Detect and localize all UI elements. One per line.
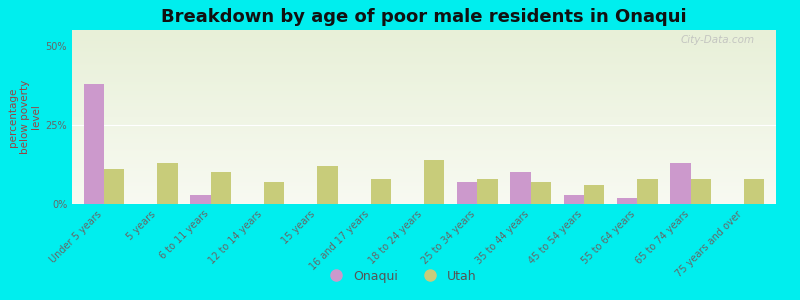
Bar [104, 169, 124, 204]
Bar [210, 172, 231, 204]
Bar [424, 160, 444, 204]
Title: Breakdown by age of poor male residents in Onaqui: Breakdown by age of poor male residents … [161, 8, 687, 26]
Bar [84, 84, 104, 204]
Bar [617, 198, 638, 204]
Bar [158, 163, 178, 204]
Bar [370, 179, 391, 204]
Bar [190, 194, 210, 204]
Bar [457, 182, 478, 204]
Bar [264, 182, 284, 204]
Legend: Onaqui, Utah: Onaqui, Utah [318, 265, 482, 288]
Bar [510, 172, 530, 204]
Y-axis label: percentage
below poverty
level: percentage below poverty level [8, 80, 42, 154]
Bar [670, 163, 690, 204]
Bar [638, 179, 658, 204]
Bar [564, 194, 584, 204]
Bar [584, 185, 604, 204]
Text: City-Data.com: City-Data.com [681, 35, 755, 45]
Bar [530, 182, 551, 204]
Bar [478, 179, 498, 204]
Bar [318, 166, 338, 204]
Bar [744, 179, 764, 204]
Bar [690, 179, 711, 204]
